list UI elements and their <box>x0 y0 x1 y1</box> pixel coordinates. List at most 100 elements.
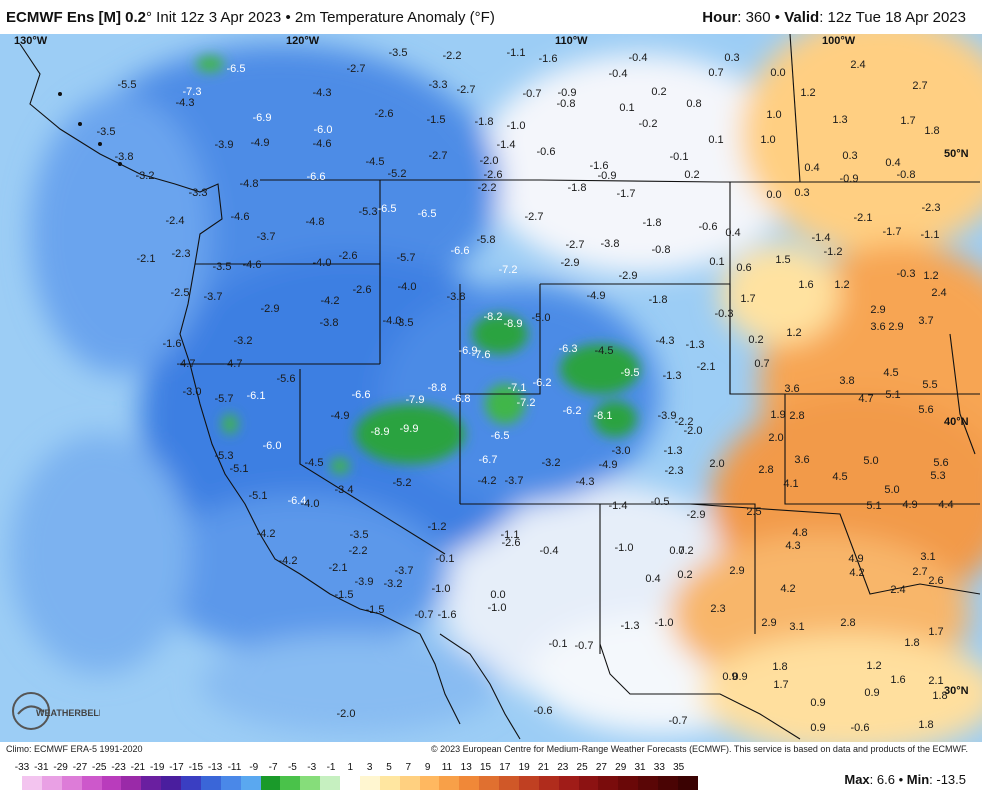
map-footer: Climo: ECMWF ERA-5 1991-2020 © 2023 Euro… <box>0 742 982 805</box>
anomaly-value-label: -8.1 <box>594 410 613 422</box>
anomaly-value-label: -4.6 <box>313 138 332 150</box>
anomaly-value-label: 1.2 <box>923 270 938 282</box>
anomaly-value-label: -4.7 <box>177 358 196 370</box>
copyright-note: © 2023 European Centre for Medium-Range … <box>430 744 968 754</box>
anomaly-value-label: 2.0 <box>768 432 783 444</box>
colorbar-tick-label: -3 <box>307 762 317 773</box>
map-canvas[interactable]: 130°W 120°W 110°W 100°W 50°N 40°N 30°N -… <box>0 34 982 742</box>
colorbar-tick-label: -27 <box>72 762 88 773</box>
anomaly-value-label: -4.5 <box>366 156 385 168</box>
anomaly-value-label: 0.1 <box>709 256 724 268</box>
anomaly-value-label: -4.9 <box>599 459 618 471</box>
colorbar-swatch <box>41 776 62 790</box>
anomaly-value-label: -2.1 <box>697 361 716 373</box>
weatherbell-logo: WEATHERBELL <box>10 690 105 732</box>
anomaly-value-label: 2.4 <box>850 59 865 71</box>
colorbar-swatch <box>578 776 599 790</box>
anomaly-value-label: -2.6 <box>484 169 503 181</box>
anomaly-value-label: 4.1 <box>783 478 798 490</box>
colorbar-tick-label: 19 <box>518 762 530 773</box>
anomaly-value-label: 2.4 <box>890 584 905 596</box>
anomaly-value-label: 2.9 <box>870 304 885 316</box>
anomaly-value-label: 2.3 <box>710 603 725 615</box>
anomaly-value-label: 1.0 <box>766 109 781 121</box>
anomaly-value-label: -9.5 <box>621 367 640 379</box>
anomaly-value-label: -7.3 <box>183 86 202 98</box>
anomaly-value-label: 1.3 <box>832 114 847 126</box>
anomaly-value-label: 0.4 <box>885 157 900 169</box>
anomaly-map[interactable]: 130°W 120°W 110°W 100°W 50°N 40°N 30°N -… <box>0 34 982 742</box>
anomaly-value-label: -0.1 <box>436 553 455 565</box>
anomaly-value-label: -0.4 <box>540 545 559 557</box>
anomaly-value-label: -4.0 <box>398 281 417 293</box>
anomaly-value-label: -0.3 <box>715 308 734 320</box>
colorbar-swatch <box>81 776 102 790</box>
anomaly-value-label: -4.3 <box>176 97 195 109</box>
anomaly-value-label: -4.8 <box>240 178 259 190</box>
ks-ok-border <box>784 394 980 505</box>
anomaly-value-label: -3.2 <box>542 457 561 469</box>
anomaly-value-label: -1.4 <box>609 500 628 512</box>
anomaly-value-label: -1.4 <box>497 139 516 151</box>
anomaly-value-label: -1.5 <box>335 589 354 601</box>
anomaly-value-label: 4.8 <box>792 527 807 539</box>
grid-labels: 130°W 120°W 110°W 100°W 50°N 40°N 30°N <box>14 35 969 697</box>
anomaly-value-label: -1.8 <box>643 217 662 229</box>
anomaly-value-label: 3.8 <box>839 375 854 387</box>
colorbar-tick-label: 11 <box>441 762 453 773</box>
missouri-river <box>949 333 976 455</box>
colorbar-tick-label: 5 <box>386 762 392 773</box>
max-value: : 6.6 • <box>869 772 907 787</box>
anomaly-value-label: -0.7 <box>575 640 594 652</box>
anomaly-value-label: -1.7 <box>617 188 636 200</box>
anomaly-value-label: -1.6 <box>163 338 182 350</box>
anomaly-value-label: -7.9 <box>406 394 425 406</box>
colorbar-tick-label: 13 <box>460 762 472 773</box>
anomaly-value-label: 2.7 <box>912 80 927 92</box>
colorbar-tick-label: -5 <box>287 762 297 773</box>
colorbar-tick-label: -17 <box>169 762 184 773</box>
canada-border <box>260 179 980 183</box>
colorbar-tick-label: -1 <box>326 762 336 773</box>
anomaly-value-label: -2.2 <box>675 416 694 428</box>
anomaly-value-label: -6.6 <box>352 389 371 401</box>
anomaly-value-label: 5.3 <box>930 470 945 482</box>
anomaly-value-label: -1.0 <box>507 120 526 132</box>
colorbar-swatch <box>161 776 181 790</box>
anomaly-value-label: 4.9 <box>902 499 917 511</box>
anomaly-value-label: 5.1 <box>885 389 900 401</box>
anomaly-value-label: -1.0 <box>655 617 674 629</box>
valid-time: Hour: 360 • Valid: 12z Tue 18 Apr 2023 <box>702 9 966 26</box>
anomaly-value-label: 1.7 <box>900 115 915 127</box>
anomaly-value-label: 0.9 <box>810 697 825 709</box>
colorbar-tick-label: -19 <box>149 762 165 773</box>
min-value: : -13.5 <box>929 772 966 787</box>
anomaly-value-label: 4.3 <box>785 540 800 552</box>
anomaly-value-label: -5.5 <box>118 79 137 91</box>
anomaly-value-label: -7.2 <box>517 397 536 409</box>
anomaly-value-label: 0.0 <box>766 189 781 201</box>
anomaly-value-label: -1.5 <box>366 604 385 616</box>
anomaly-value-label: 0.0 <box>770 67 785 79</box>
anomaly-value-label: 0.7 <box>708 67 723 79</box>
anomaly-value-label: 1.2 <box>866 660 881 672</box>
anomaly-value-label: 2.7 <box>912 566 927 578</box>
anomaly-value-label: 3.6 <box>870 321 885 333</box>
anomaly-value-label: -4.8 <box>306 216 325 228</box>
colorbar-swatch <box>618 776 639 790</box>
colorbar-tick-label: -33 <box>14 762 30 773</box>
anomaly-value-label: -4.3 <box>576 476 595 488</box>
anomaly-value-label: -2.7 <box>525 211 544 223</box>
anomaly-value-label: -3.7 <box>257 231 276 243</box>
anomaly-value-label: 0.4 <box>804 162 819 174</box>
anomaly-value-label: -6.5 <box>227 63 246 75</box>
anomaly-value-label: -6.3 <box>559 343 578 355</box>
colorbar-tick-label: 1 <box>347 762 354 773</box>
colorbar-swatch <box>340 776 360 790</box>
colorbar-tick-label: -31 <box>34 762 49 773</box>
anomaly-value-label: -1.2 <box>428 521 447 533</box>
colorbar-swatch <box>677 776 698 790</box>
anomaly-value-label: -4.9 <box>251 137 270 149</box>
colorbar-swatch <box>121 776 142 790</box>
anomaly-value-label: -6.2 <box>563 405 582 417</box>
